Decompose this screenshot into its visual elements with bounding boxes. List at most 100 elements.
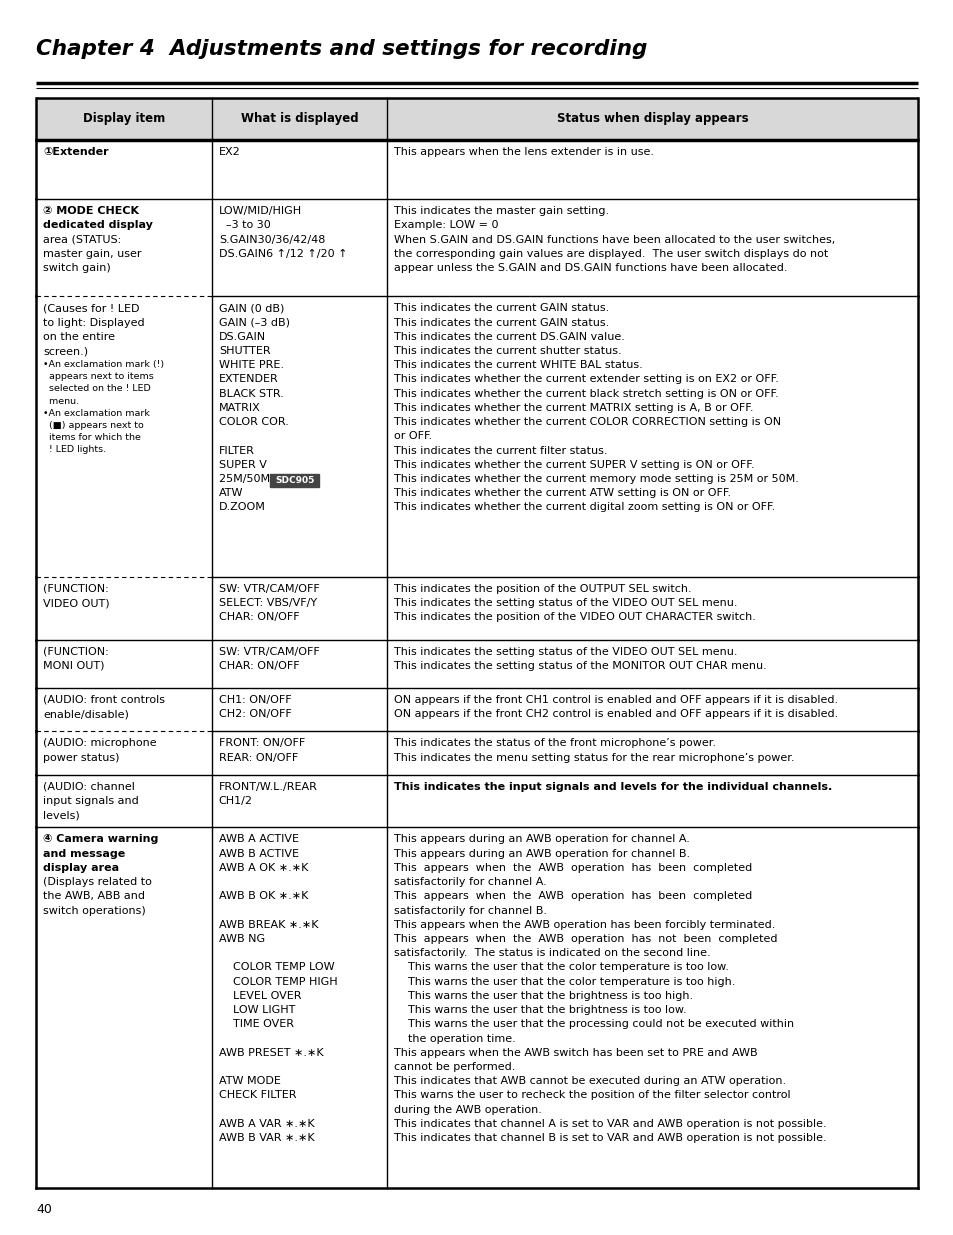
Text: the operation time.: the operation time. — [394, 1034, 516, 1044]
FancyBboxPatch shape — [270, 474, 319, 487]
Text: AWB B VAR ∗.∗K: AWB B VAR ∗.∗K — [218, 1134, 314, 1144]
Text: (AUDIO: front controls: (AUDIO: front controls — [43, 695, 165, 705]
Text: This indicates the position of the VIDEO OUT CHARACTER switch.: This indicates the position of the VIDEO… — [394, 613, 756, 622]
Text: This warns the user that the brightness is too high.: This warns the user that the brightness … — [394, 990, 693, 1000]
Text: What is displayed: What is displayed — [240, 112, 358, 125]
Text: or OFF.: or OFF. — [394, 431, 432, 441]
Text: ON appears if the front CH1 control is enabled and OFF appears if it is disabled: ON appears if the front CH1 control is e… — [394, 695, 838, 705]
Text: When S.GAIN and DS.GAIN functions have been allocated to the user switches,: When S.GAIN and DS.GAIN functions have b… — [394, 235, 835, 245]
Text: Chapter 4  Adjustments and settings for recording: Chapter 4 Adjustments and settings for r… — [36, 40, 647, 59]
Text: This appears when the lens extender is in use.: This appears when the lens extender is i… — [394, 147, 654, 157]
Text: This indicates whether the current COLOR CORRECTION setting is ON: This indicates whether the current COLOR… — [394, 417, 781, 427]
Text: ④ Camera warning: ④ Camera warning — [43, 835, 158, 845]
Text: on the entire: on the entire — [43, 332, 115, 342]
Text: This indicates the current filter status.: This indicates the current filter status… — [394, 446, 607, 456]
Text: Example: LOW = 0: Example: LOW = 0 — [394, 220, 498, 230]
Text: FRONT/W.L./REAR: FRONT/W.L./REAR — [218, 782, 317, 792]
Text: screen.): screen.) — [43, 346, 89, 356]
Text: REAR: ON/OFF: REAR: ON/OFF — [218, 752, 297, 762]
Text: S.GAIN30/36/42/48: S.GAIN30/36/42/48 — [218, 235, 325, 245]
Text: master gain, user: master gain, user — [43, 248, 142, 259]
Text: SW: VTR/CAM/OFF: SW: VTR/CAM/OFF — [218, 584, 319, 594]
Text: This warns the user that the color temperature is too low.: This warns the user that the color tempe… — [394, 962, 728, 972]
Text: AWB A VAR ∗.∗K: AWB A VAR ∗.∗K — [218, 1119, 314, 1129]
Text: This indicates whether the current black stretch setting is ON or OFF.: This indicates whether the current black… — [394, 389, 779, 399]
Text: This appears when the AWB operation has been forcibly terminated.: This appears when the AWB operation has … — [394, 920, 775, 930]
Text: VIDEO OUT): VIDEO OUT) — [43, 598, 110, 608]
Text: levels): levels) — [43, 810, 80, 820]
Text: MATRIX: MATRIX — [218, 403, 260, 412]
Text: This indicates that channel B is set to VAR and AWB operation is not possible.: This indicates that channel B is set to … — [394, 1134, 826, 1144]
Text: power status): power status) — [43, 752, 120, 762]
Text: This indicates the position of the OUTPUT SEL switch.: This indicates the position of the OUTPU… — [394, 584, 691, 594]
Text: COLOR TEMP LOW: COLOR TEMP LOW — [218, 962, 335, 972]
Text: input signals and: input signals and — [43, 797, 139, 806]
Text: area (STATUS:: area (STATUS: — [43, 235, 121, 245]
Text: TIME OVER: TIME OVER — [218, 1019, 294, 1030]
Text: SW: VTR/CAM/OFF: SW: VTR/CAM/OFF — [218, 647, 319, 657]
Text: This indicates that AWB cannot be executed during an ATW operation.: This indicates that AWB cannot be execut… — [394, 1076, 785, 1087]
Text: FRONT: ON/OFF: FRONT: ON/OFF — [218, 739, 305, 748]
Text: (FUNCTION:: (FUNCTION: — [43, 584, 109, 594]
Text: display area: display area — [43, 863, 119, 873]
Text: This indicates the setting status of the VIDEO OUT SEL menu.: This indicates the setting status of the… — [394, 647, 737, 657]
Text: D.ZOOM: D.ZOOM — [218, 503, 265, 513]
Text: Display item: Display item — [83, 112, 165, 125]
Text: and message: and message — [43, 848, 126, 858]
Text: ! LED lights.: ! LED lights. — [43, 445, 107, 454]
Text: LOW/MID/HIGH: LOW/MID/HIGH — [218, 206, 301, 216]
Text: cannot be performed.: cannot be performed. — [394, 1062, 516, 1072]
Text: ON appears if the front CH2 control is enabled and OFF appears if it is disabled: ON appears if the front CH2 control is e… — [394, 709, 838, 719]
Text: AWB A ACTIVE: AWB A ACTIVE — [218, 835, 298, 845]
Text: LOW LIGHT: LOW LIGHT — [218, 1005, 294, 1015]
Text: appears next to items: appears next to items — [43, 372, 153, 382]
Text: (AUDIO: channel: (AUDIO: channel — [43, 782, 135, 792]
Text: This indicates the input signals and levels for the individual channels.: This indicates the input signals and lev… — [394, 782, 832, 792]
Text: This indicates the menu setting status for the rear microphone’s power.: This indicates the menu setting status f… — [394, 752, 794, 762]
Text: This indicates the setting status of the VIDEO OUT SEL menu.: This indicates the setting status of the… — [394, 598, 737, 608]
Text: AWB A OK ∗.∗K: AWB A OK ∗.∗K — [218, 863, 308, 873]
Text: CH1/2: CH1/2 — [218, 797, 253, 806]
Text: This appears during an AWB operation for channel B.: This appears during an AWB operation for… — [394, 848, 690, 858]
Text: DS.GAIN6 ↑/12 ↑/20 ↑: DS.GAIN6 ↑/12 ↑/20 ↑ — [218, 248, 347, 259]
Text: (Causes for ! LED: (Causes for ! LED — [43, 304, 139, 314]
Text: during the AWB operation.: during the AWB operation. — [394, 1105, 541, 1115]
Text: GAIN (0 dB): GAIN (0 dB) — [218, 304, 284, 314]
Text: This indicates the current WHITE BAL status.: This indicates the current WHITE BAL sta… — [394, 361, 642, 370]
Text: COLOR TEMP HIGH: COLOR TEMP HIGH — [218, 977, 337, 987]
Text: switch gain): switch gain) — [43, 263, 111, 273]
Text: ② MODE CHECK: ② MODE CHECK — [43, 206, 139, 216]
Text: SELECT: VBS/VF/Y: SELECT: VBS/VF/Y — [218, 598, 316, 608]
Text: MONI OUT): MONI OUT) — [43, 661, 105, 671]
Text: This warns the user to recheck the position of the filter selector control: This warns the user to recheck the posit… — [394, 1091, 790, 1100]
Text: CHAR: ON/OFF: CHAR: ON/OFF — [218, 613, 299, 622]
Text: selected on the ! LED: selected on the ! LED — [43, 384, 151, 394]
Text: satisfactorily for channel B.: satisfactorily for channel B. — [394, 905, 547, 915]
Text: dedicated display: dedicated display — [43, 220, 153, 230]
Text: 25M/50M: 25M/50M — [218, 474, 276, 484]
Text: LEVEL OVER: LEVEL OVER — [218, 990, 301, 1000]
Text: EX2: EX2 — [218, 147, 240, 157]
Text: items for which the: items for which the — [43, 432, 141, 442]
Text: This indicates the current GAIN status.: This indicates the current GAIN status. — [394, 304, 609, 314]
Text: This indicates the setting status of the MONITOR OUT CHAR menu.: This indicates the setting status of the… — [394, 661, 766, 671]
Text: BLACK STR.: BLACK STR. — [218, 389, 283, 399]
Text: ATW MODE: ATW MODE — [218, 1076, 280, 1087]
Text: This indicates the status of the front microphone’s power.: This indicates the status of the front m… — [394, 739, 716, 748]
Text: This warns the user that the processing could not be executed within: This warns the user that the processing … — [394, 1019, 794, 1030]
Text: This  appears  when  the  AWB  operation  has  not  been  completed: This appears when the AWB operation has … — [394, 934, 777, 944]
Text: satisfactorily for channel A.: satisfactorily for channel A. — [394, 877, 546, 887]
Text: This indicates the master gain setting.: This indicates the master gain setting. — [394, 206, 609, 216]
Text: switch operations): switch operations) — [43, 905, 146, 915]
Text: AWB BREAK ∗.∗K: AWB BREAK ∗.∗K — [218, 920, 318, 930]
Text: to light: Displayed: to light: Displayed — [43, 317, 145, 327]
Text: This indicates whether the current ATW setting is ON or OFF.: This indicates whether the current ATW s… — [394, 488, 731, 498]
Text: SUPER V: SUPER V — [218, 459, 267, 469]
Text: This indicates whether the current digital zoom setting is ON or OFF.: This indicates whether the current digit… — [394, 503, 775, 513]
Text: enable/disable): enable/disable) — [43, 709, 129, 719]
Text: AWB B ACTIVE: AWB B ACTIVE — [218, 848, 298, 858]
Text: This appears when the AWB switch has been set to PRE and AWB: This appears when the AWB switch has bee… — [394, 1047, 757, 1058]
Text: ATW: ATW — [218, 488, 243, 498]
Text: satisfactorily.  The status is indicated on the second line.: satisfactorily. The status is indicated … — [394, 948, 710, 958]
Text: This warns the user that the brightness is too low.: This warns the user that the brightness … — [394, 1005, 686, 1015]
